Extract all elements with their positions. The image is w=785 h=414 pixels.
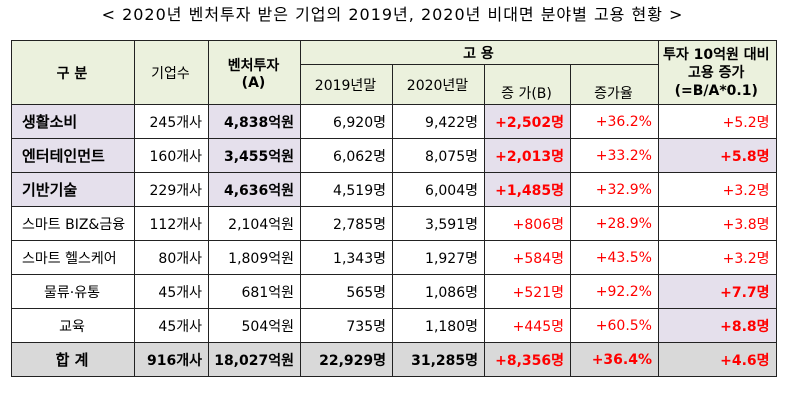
row-companies: 160개사 bbox=[134, 138, 209, 173]
row-2020: 1,086명 bbox=[392, 274, 485, 309]
row-rate: +32.9% bbox=[570, 172, 659, 207]
row-2019: 735명 bbox=[300, 308, 393, 343]
row-2020: 6,004명 bbox=[392, 172, 485, 207]
header-2020: 2020년말 bbox=[392, 64, 485, 105]
row-investment: 681억원 bbox=[208, 274, 301, 309]
row-per-investment: +3.8명 bbox=[658, 206, 777, 241]
row-2020: 9,422명 bbox=[392, 104, 485, 139]
header-investment-unit: (A) bbox=[241, 74, 266, 91]
row-increase: +806명 bbox=[484, 206, 571, 241]
table-row: 엔터테인먼트 160개사 3,455억원 6,062명 8,075명 +2,01… bbox=[11, 138, 777, 173]
header-per-investment: 투자 10억원 대비 고용 증가 (=B/A*0.1) bbox=[658, 40, 777, 105]
row-per-investment: +5.2명 bbox=[658, 104, 777, 139]
header-rate: 증가율 bbox=[570, 82, 659, 105]
header-per-investment-line2: 고용 증가 bbox=[688, 64, 745, 81]
row-companies: 80개사 bbox=[134, 240, 209, 275]
total-investment: 18,027억원 bbox=[208, 342, 301, 377]
row-category: 물류·유통 bbox=[11, 274, 135, 309]
row-increase: +521명 bbox=[484, 274, 571, 309]
row-category: 스마트 BIZ&금융 bbox=[11, 206, 135, 241]
row-2019: 2,785명 bbox=[300, 206, 393, 241]
total-rate: +36.4% bbox=[570, 342, 659, 377]
row-2020: 8,075명 bbox=[392, 138, 485, 173]
header-employment: 고 용 bbox=[300, 40, 659, 65]
header-increase: 증 가(B) bbox=[484, 82, 571, 105]
row-rate: +43.5% bbox=[570, 240, 659, 275]
row-investment: 504억원 bbox=[208, 308, 301, 343]
table-row: 물류·유통 45개사 681억원 565명 1,086명 +521명 +92.2… bbox=[11, 274, 777, 309]
row-investment: 1,809억원 bbox=[208, 240, 301, 275]
row-rate: +33.2% bbox=[570, 138, 659, 173]
row-companies: 45개사 bbox=[134, 274, 209, 309]
row-investment: 4,636억원 bbox=[208, 172, 301, 207]
row-category: 생활소비 bbox=[11, 104, 135, 139]
row-2020: 1,927명 bbox=[392, 240, 485, 275]
row-companies: 229개사 bbox=[134, 172, 209, 207]
row-2019: 6,062명 bbox=[300, 138, 393, 173]
employment-table: 구 분 기업수 벤처투자 (A) 고 용 투자 10억원 대비 고용 증가 (=… bbox=[11, 40, 777, 377]
header-per-investment-line1: 투자 10억원 대비 bbox=[663, 46, 770, 63]
row-category: 엔터테인먼트 bbox=[11, 138, 135, 173]
row-category: 기반기술 bbox=[11, 172, 135, 207]
total-row: 합 계 916개사 18,027억원 22,929명 31,285명 +8,35… bbox=[11, 342, 777, 377]
row-increase: +1,485명 bbox=[484, 172, 571, 207]
row-per-investment: +3.2명 bbox=[658, 172, 777, 207]
table-row: 스마트 BIZ&금융 112개사 2,104억원 2,785명 3,591명 +… bbox=[11, 206, 777, 241]
total-2020: 31,285명 bbox=[392, 342, 485, 377]
total-category: 합 계 bbox=[11, 342, 135, 377]
table-row: 스마트 헬스케어 80개사 1,809억원 1,343명 1,927명 +584… bbox=[11, 240, 777, 275]
table-row: 기반기술 229개사 4,636억원 4,519명 6,004명 +1,485명… bbox=[11, 172, 777, 207]
row-companies: 45개사 bbox=[134, 308, 209, 343]
row-2020: 1,180명 bbox=[392, 308, 485, 343]
total-per-investment: +4.6명 bbox=[658, 342, 777, 377]
header-2019: 2019년말 bbox=[300, 64, 393, 105]
row-companies: 112개사 bbox=[134, 206, 209, 241]
table-row: 교육 45개사 504억원 735명 1,180명 +445명 +60.5% +… bbox=[11, 308, 777, 343]
row-2019: 1,343명 bbox=[300, 240, 393, 275]
total-2019: 22,929명 bbox=[300, 342, 393, 377]
row-rate: +36.2% bbox=[570, 104, 659, 139]
row-2020: 3,591명 bbox=[392, 206, 485, 241]
total-companies: 916개사 bbox=[134, 342, 209, 377]
total-increase: +8,356명 bbox=[484, 342, 571, 377]
row-2019: 565명 bbox=[300, 274, 393, 309]
row-increase: +2,502명 bbox=[484, 104, 571, 139]
table-row: 생활소비 245개사 4,838억원 6,920명 9,422명 +2,502명… bbox=[11, 104, 777, 139]
row-per-investment: +8.8명 bbox=[658, 308, 777, 343]
row-2019: 4,519명 bbox=[300, 172, 393, 207]
row-rate: +60.5% bbox=[570, 308, 659, 343]
row-per-investment: +7.7명 bbox=[658, 274, 777, 309]
table-title: < 2020년 벤처투자 받은 기업의 2019년, 2020년 비대면 분야별… bbox=[101, 5, 684, 24]
row-increase: +584명 bbox=[484, 240, 571, 275]
row-rate: +92.2% bbox=[570, 274, 659, 309]
row-investment: 4,838억원 bbox=[208, 104, 301, 139]
row-2019: 6,920명 bbox=[300, 104, 393, 139]
row-category: 스마트 헬스케어 bbox=[11, 240, 135, 275]
row-rate: +28.9% bbox=[570, 206, 659, 241]
row-increase: +2,013명 bbox=[484, 138, 571, 173]
row-per-investment: +5.8명 bbox=[658, 138, 777, 173]
row-category: 교육 bbox=[11, 308, 135, 343]
header-category: 구 분 bbox=[11, 40, 135, 105]
row-increase: +445명 bbox=[484, 308, 571, 343]
row-investment: 2,104억원 bbox=[208, 206, 301, 241]
header-companies: 기업수 bbox=[134, 40, 209, 105]
row-investment: 3,455억원 bbox=[208, 138, 301, 173]
row-per-investment: +3.2명 bbox=[658, 240, 777, 275]
header-investment: 벤처투자 (A) bbox=[208, 40, 301, 105]
header-per-investment-line3: (=B/A*0.1) bbox=[674, 82, 758, 99]
header-investment-label: 벤처투자 bbox=[227, 57, 280, 74]
row-companies: 245개사 bbox=[134, 104, 209, 139]
